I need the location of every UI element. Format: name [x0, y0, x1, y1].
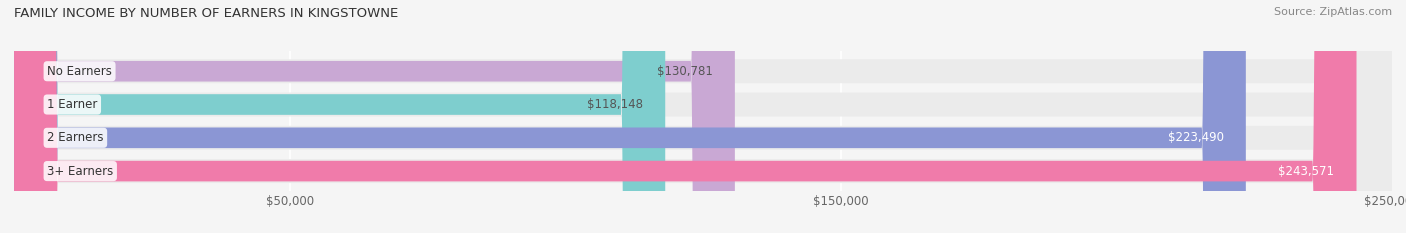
- FancyBboxPatch shape: [14, 0, 1357, 233]
- FancyBboxPatch shape: [14, 0, 1392, 233]
- Text: $223,490: $223,490: [1168, 131, 1223, 144]
- Text: $118,148: $118,148: [588, 98, 643, 111]
- FancyBboxPatch shape: [14, 0, 735, 233]
- FancyBboxPatch shape: [14, 0, 1392, 233]
- Text: Source: ZipAtlas.com: Source: ZipAtlas.com: [1274, 7, 1392, 17]
- Text: $130,781: $130,781: [657, 65, 713, 78]
- FancyBboxPatch shape: [14, 0, 665, 233]
- FancyBboxPatch shape: [14, 0, 1246, 233]
- FancyBboxPatch shape: [14, 0, 1392, 233]
- Text: FAMILY INCOME BY NUMBER OF EARNERS IN KINGSTOWNE: FAMILY INCOME BY NUMBER OF EARNERS IN KI…: [14, 7, 398, 20]
- FancyBboxPatch shape: [14, 0, 1392, 233]
- Text: 2 Earners: 2 Earners: [48, 131, 104, 144]
- Text: 3+ Earners: 3+ Earners: [48, 164, 114, 178]
- Text: No Earners: No Earners: [48, 65, 112, 78]
- Text: $243,571: $243,571: [1278, 164, 1334, 178]
- Text: 1 Earner: 1 Earner: [48, 98, 97, 111]
